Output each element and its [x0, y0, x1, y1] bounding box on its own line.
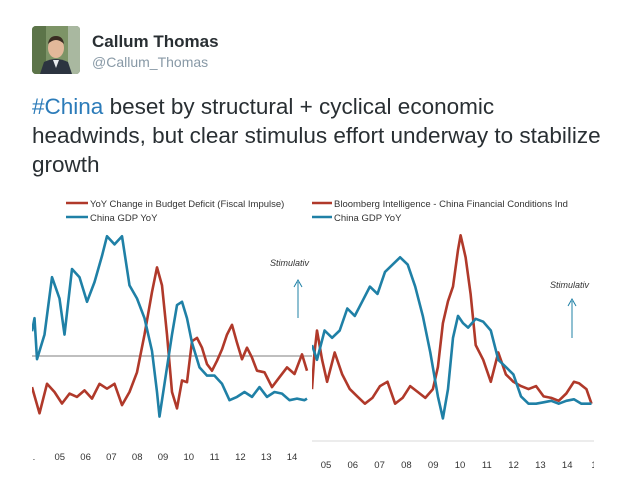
- series-lines: [312, 233, 593, 420]
- x-tick-label: 10: [455, 460, 466, 471]
- x-tick-label: 05: [321, 460, 332, 471]
- x-tick-label: 11: [210, 452, 220, 463]
- legend: YoY Change in Budget Deficit (Fiscal Imp…: [66, 199, 284, 224]
- x-tick-label: 09: [428, 460, 439, 471]
- x-tick-label: 06: [80, 452, 91, 463]
- stimulative-annotation: Stimulativ: [550, 280, 590, 290]
- series-line-red: [312, 233, 593, 405]
- chart-panel-fiscal-impulse: YoY Change in Budget Deficit (Fiscal Imp…: [32, 188, 312, 478]
- avatar-photo: [32, 26, 80, 74]
- x-tick-label: 06: [348, 460, 359, 471]
- legend-label-gdp: China GDP YoY: [334, 213, 402, 224]
- series-lines: [32, 234, 309, 418]
- x-tick-label: 14: [562, 460, 573, 471]
- stimulus-arrow-icon: [293, 278, 303, 288]
- x-tick-label: .: [33, 452, 36, 463]
- avatar[interactable]: [32, 26, 80, 74]
- chart-financial-conditions: Bloomberg Intelligence - China Financial…: [312, 199, 594, 471]
- legend-label-fiscal: YoY Change in Budget Deficit (Fiscal Imp…: [90, 199, 284, 210]
- chart-panel-financial-conditions: Bloomberg Intelligence - China Financial…: [312, 188, 594, 478]
- x-tick-label: 08: [401, 460, 412, 471]
- stimulus-arrow-icon: [567, 297, 577, 307]
- legend: Bloomberg Intelligence - China Financial…: [312, 199, 568, 224]
- x-tick-label: 12: [508, 460, 519, 471]
- x-tick-label: 07: [374, 460, 385, 471]
- series-line-blue: [312, 256, 592, 420]
- legend-label-fci: Bloomberg Intelligence - China Financial…: [334, 199, 568, 210]
- x-tick-label: 10: [184, 452, 195, 463]
- x-tick-label: 14: [287, 452, 298, 463]
- x-tick-label: 1: [591, 460, 594, 471]
- x-tick-label: 13: [535, 460, 546, 471]
- user-handle[interactable]: @Callum_Thomas: [92, 54, 209, 70]
- x-tick-label: 07: [106, 452, 117, 463]
- tweet-body: beset by structural + cyclical economic …: [32, 94, 601, 177]
- x-tick-label: 13: [261, 452, 272, 463]
- x-tick-label: 08: [132, 452, 143, 463]
- chart-fiscal-impulse: YoY Change in Budget Deficit (Fiscal Imp…: [32, 199, 312, 463]
- hashtag-link[interactable]: #China: [32, 94, 104, 119]
- x-tick-label: 09: [158, 452, 169, 463]
- x-tick-label: 05: [55, 452, 66, 463]
- series-line-blue: [32, 234, 308, 418]
- series-line-red: [32, 266, 309, 415]
- tweet-text: #China beset by structural + cyclical ec…: [32, 92, 612, 179]
- display-name[interactable]: Callum Thomas: [92, 32, 219, 51]
- stimulative-annotation: Stimulativ: [270, 258, 310, 268]
- x-tick-labels: 05 06 07 08 09 10 11 12 13 14 1: [321, 460, 594, 471]
- x-tick-label: 12: [235, 452, 246, 463]
- legend-label-gdp: China GDP YoY: [90, 213, 158, 224]
- x-tick-label: 11: [482, 460, 492, 471]
